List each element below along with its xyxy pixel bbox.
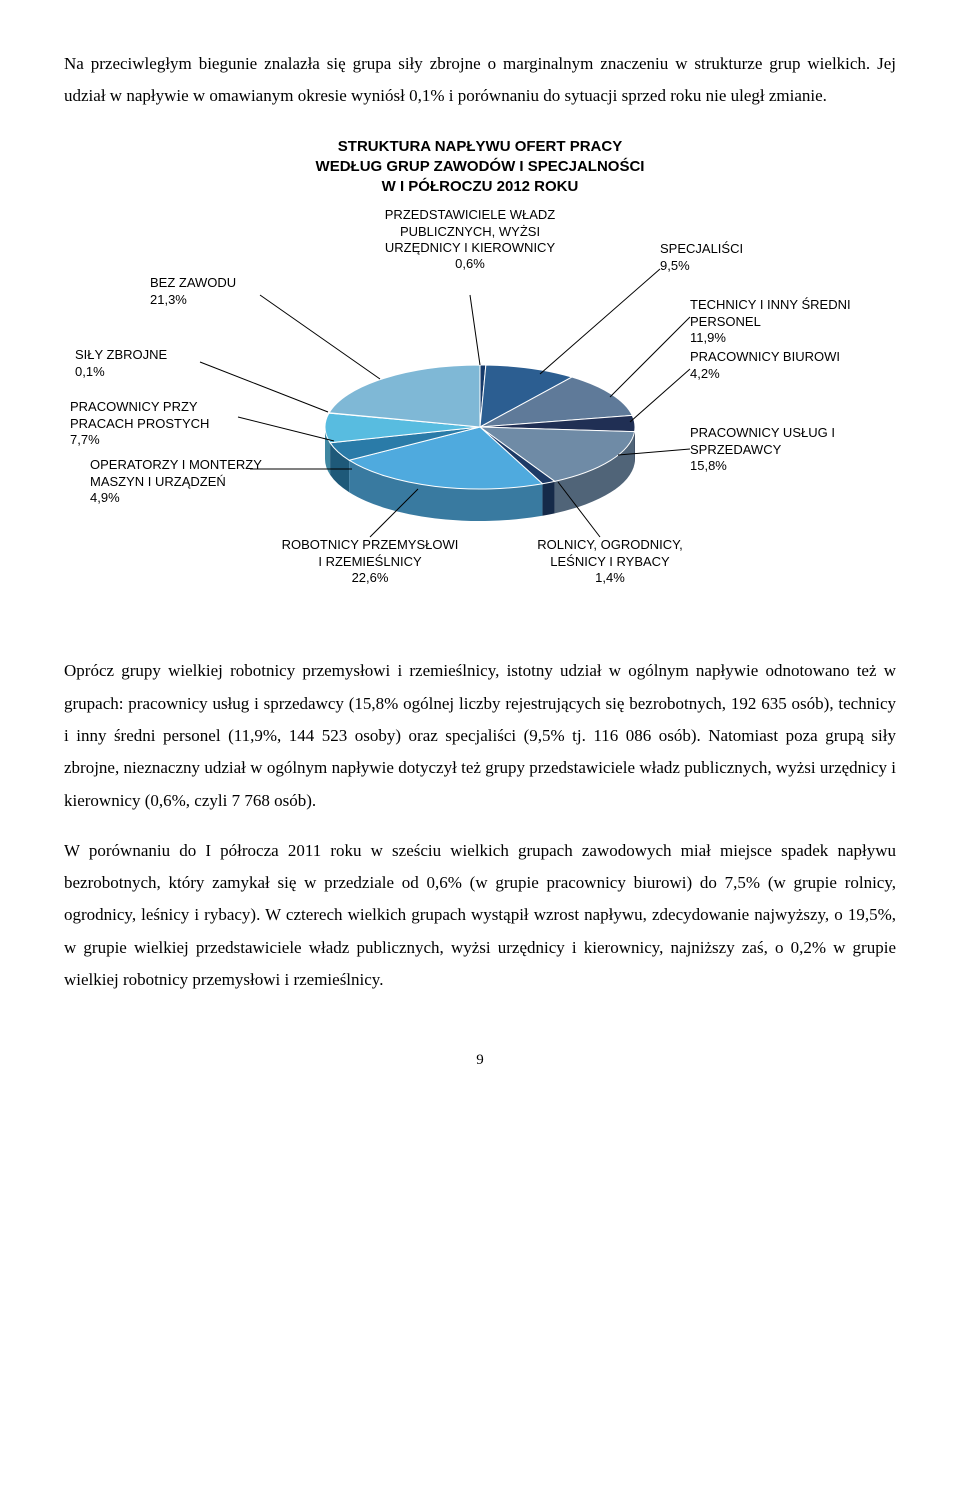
slice-name: SPECJALIŚCI (660, 241, 743, 256)
body-paragraph-1: Oprócz grupy wielkiej robotnicy przemysł… (64, 655, 896, 816)
slice-name: OPERATORZY I MONTERZY MASZYN I URZĄDZEŃ (90, 457, 262, 488)
slice-name: ROBOTNICY PRZEMYSŁOWI I RZEMIEŚLNICY (282, 537, 459, 568)
slice-label: PRACOWNICY PRZY PRACACH PROSTYCH 7,7% (70, 399, 260, 448)
chart-title-line3: W I PÓŁROCZU 2012 ROKU (382, 178, 579, 195)
intro-paragraph: Na przeciwległym biegunie znalazła się g… (64, 48, 896, 113)
slice-label: PRACOWNICY BIUROWI 4,2% (690, 349, 870, 382)
slice-label: TECHNICY I INNY ŚREDNI PERSONEL 11,9% (690, 297, 870, 346)
slice-pct: 0,1% (75, 364, 225, 380)
slice-pct: 21,3% (150, 292, 300, 308)
pie-chart: STRUKTURA NAPŁYWU OFERT PRACY WEDŁUG GRU… (64, 137, 896, 628)
body-paragraph-2: W porównaniu do I półrocza 2011 roku w s… (64, 835, 896, 996)
slice-pct: 11,9% (690, 330, 870, 346)
slice-name: PRACOWNICY USŁUG I SPRZEDAWCY (690, 425, 835, 456)
slice-pct: 9,5% (660, 258, 800, 274)
slice-name: BEZ ZAWODU (150, 275, 236, 290)
slice-label: BEZ ZAWODU 21,3% (150, 275, 300, 308)
slice-label: OPERATORZY I MONTERZY MASZYN I URZĄDZEŃ 4… (90, 457, 290, 506)
chart-title-line2: WEDŁUG GRUP ZAWODÓW I SPECJALNOŚCI (316, 158, 645, 175)
slice-name: PRACOWNICY PRZY PRACACH PROSTYCH (70, 399, 209, 430)
slice-name: SIŁY ZBROJNE (75, 347, 167, 362)
slice-name: PRZEDSTAWICIELE WŁADZ PUBLICZNYCH, WYŻSI… (385, 207, 555, 255)
slice-name: PRACOWNICY BIUROWI (690, 349, 840, 364)
slice-label: PRACOWNICY USŁUG I SPRZEDAWCY 15,8% (690, 425, 890, 474)
slice-pct: 1,4% (520, 570, 700, 586)
page-number: 9 (64, 1052, 896, 1069)
slice-label: SIŁY ZBROJNE 0,1% (75, 347, 225, 380)
slice-pct: 4,9% (90, 490, 290, 506)
slice-label: ROBOTNICY PRZEMYSŁOWI I RZEMIEŚLNICY 22,6… (280, 537, 460, 586)
slice-pct: 15,8% (690, 458, 890, 474)
slice-pct: 22,6% (280, 570, 460, 586)
chart-title: STRUKTURA NAPŁYWU OFERT PRACY WEDŁUG GRU… (64, 137, 896, 198)
slice-pct: 4,2% (690, 366, 870, 382)
slice-pct: 0,6% (380, 256, 560, 272)
chart-body: PRZEDSTAWICIELE WŁADZ PUBLICZNYCH, WYŻSI… (70, 207, 890, 627)
slice-name: TECHNICY I INNY ŚREDNI PERSONEL (690, 297, 851, 328)
slice-label: PRZEDSTAWICIELE WŁADZ PUBLICZNYCH, WYŻSI… (380, 207, 560, 272)
slice-label: ROLNICY, OGRODNICY, LEŚNICY I RYBACY 1,4% (520, 537, 700, 586)
slice-pct: 7,7% (70, 432, 260, 448)
chart-title-line1: STRUKTURA NAPŁYWU OFERT PRACY (338, 138, 622, 155)
slice-label: SPECJALIŚCI 9,5% (660, 241, 800, 274)
slice-name: ROLNICY, OGRODNICY, LEŚNICY I RYBACY (537, 537, 682, 568)
